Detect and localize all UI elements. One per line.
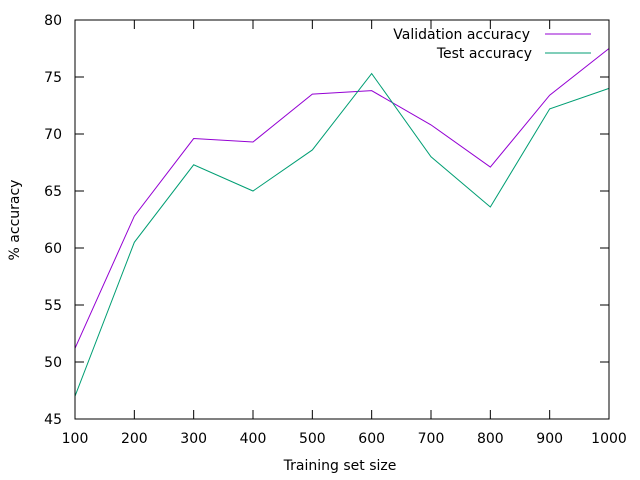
legend-label-test: Test accuracy [436,46,532,62]
y-tick-label: 50 [44,355,62,371]
y-tick-label: 45 [44,412,62,428]
x-tick-label: 200 [121,431,148,447]
y-tick-label: 75 [44,70,62,86]
x-axis-ticks: 100 200 300 400 500 600 700 800 900 1000 [62,20,627,447]
legend-label-validation: Validation accuracy [393,27,530,43]
y-tick-label: 65 [44,184,62,200]
x-tick-label: 500 [299,431,326,447]
y-tick-label: 70 [44,127,62,143]
x-axis-label: Training set size [283,458,397,474]
x-tick-label: 1000 [591,431,627,447]
x-tick-label: 100 [62,431,89,447]
series-line-validation [74,48,610,349]
x-tick-label: 800 [477,431,504,447]
x-tick-label: 600 [358,431,385,447]
y-axis-ticks: 45 50 55 60 65 70 75 80 [44,13,609,428]
series-lines [74,48,610,397]
x-tick-label: 300 [180,431,207,447]
y-tick-label: 80 [44,13,62,29]
plot-border [74,19,610,420]
y-tick-label: 55 [44,298,62,314]
series-line-test [74,72,610,397]
x-tick-label: 400 [240,431,267,447]
y-tick-label: 60 [44,241,62,257]
y-axis-label: % accuracy [7,180,23,261]
x-tick-label: 700 [418,431,445,447]
legend: Validation accuracy Test accuracy [393,27,591,62]
x-tick-label: 900 [536,431,563,447]
